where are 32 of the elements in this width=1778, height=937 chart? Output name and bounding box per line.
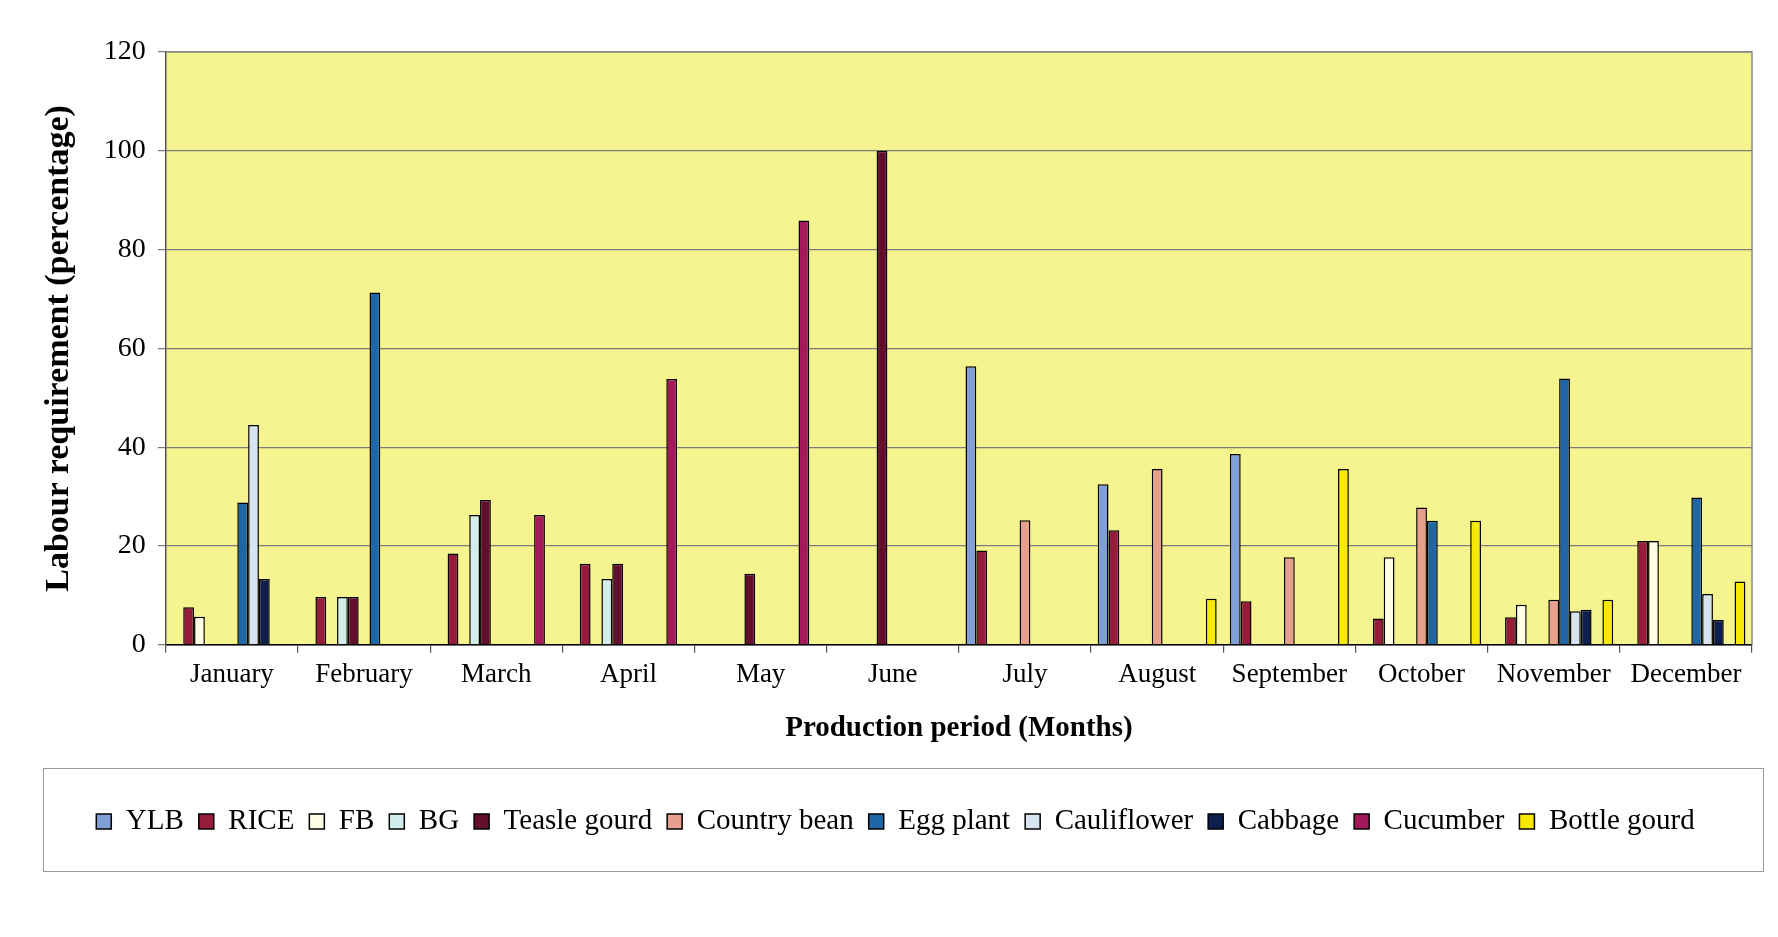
legend-label: Cabbage [1237,803,1340,836]
y-tick-label: 60 [117,330,146,362]
y-tick-label: 40 [117,429,146,461]
x-tick-label: January [189,658,275,689]
legend-label: Egg plant [898,803,1011,836]
legend-label: BG [418,803,460,836]
legend-label: Country bean [696,803,855,836]
x-axis-title: Production period (Months) [785,710,1133,744]
x-tick-label: October [1378,658,1466,689]
y-tick-label: 80 [117,231,146,263]
y-tick-label: 20 [117,528,146,560]
x-tick-label: September [1231,658,1348,689]
legend-label: Teasle gourd [503,803,653,836]
x-tick-label: April [599,658,657,689]
x-tick-label: March [461,658,532,689]
x-tick-label: July [1002,658,1048,689]
x-tick-label: June [868,658,918,689]
x-tick-label: August [1118,658,1197,689]
x-tick-label: November [1496,658,1611,689]
legend-label: Cauliflower [1054,803,1194,836]
y-tick-label: 100 [103,133,146,165]
legend-label: Bottle gourd [1548,803,1696,836]
x-tick-label: February [315,658,414,689]
y-axis-title: Labour requirement (percentage) [38,105,77,592]
legend-label: YLB [125,803,184,836]
legend-label: Cucumber [1383,803,1505,836]
x-tick-label: December [1630,658,1742,689]
y-tick-label: 120 [103,34,146,66]
legend-label: RICE [228,803,295,836]
x-tick-label: May [735,658,786,689]
y-tick-label: 0 [131,627,146,659]
legend-label: FB [338,803,375,836]
